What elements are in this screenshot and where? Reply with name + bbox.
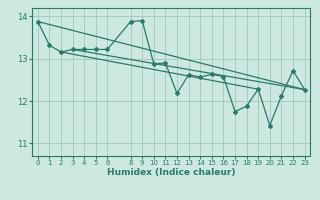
X-axis label: Humidex (Indice chaleur): Humidex (Indice chaleur) [107, 168, 236, 177]
